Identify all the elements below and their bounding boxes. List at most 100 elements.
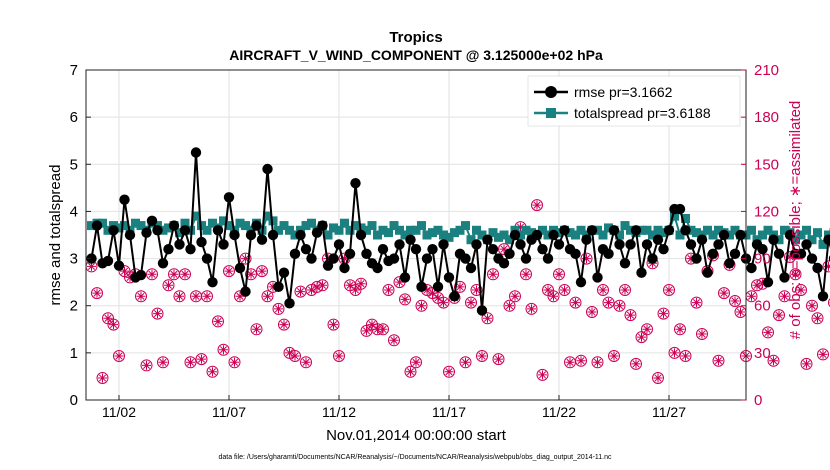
totalspread-point — [400, 230, 410, 240]
rmse-point — [663, 225, 675, 236]
totalspread-point — [763, 225, 773, 235]
obs-possible-marker — [778, 290, 791, 303]
rmse-point — [581, 234, 592, 245]
rmse-point — [256, 234, 268, 245]
totalspread-point — [114, 223, 124, 233]
rmse-point — [817, 291, 829, 302]
rmse-point — [713, 239, 724, 250]
obs-assimilated-marker — [538, 370, 547, 380]
totalspread-point — [378, 225, 388, 235]
rmse-point — [240, 286, 251, 297]
totalspread-point — [796, 230, 806, 240]
rmse-point — [174, 239, 185, 250]
totalspread-point — [670, 211, 679, 221]
obs-possible-marker — [652, 372, 664, 384]
obs-possible-marker — [828, 298, 830, 308]
rmse-point — [460, 253, 471, 264]
obs-possible-marker — [272, 302, 285, 315]
obs-assimilated-marker — [752, 280, 762, 290]
x-tick-label: 11/12 — [322, 404, 356, 420]
obs-assimilated-marker — [587, 307, 597, 317]
totalspread-point — [87, 221, 96, 231]
totalspread-point — [807, 235, 817, 245]
obs-assimilated-marker — [609, 351, 619, 361]
obs-assimilated-marker — [296, 287, 305, 297]
obs-possible-marker — [195, 353, 208, 366]
rmse-point — [289, 248, 301, 260]
obs-assimilated-marker — [136, 291, 146, 301]
chart-subtitle: AIRCRAFT_V_WIND_COMPONENT @ 3.125000e+02… — [229, 47, 603, 63]
totalspread-point — [543, 230, 553, 240]
obs-assimilated-marker — [824, 261, 830, 271]
obs-possible-marker — [146, 268, 158, 281]
rmse-point — [801, 239, 812, 250]
totalspread-point — [780, 225, 789, 235]
obs-assimilated-marker — [87, 261, 96, 271]
rmse-point — [438, 239, 449, 250]
totalspread-point — [433, 225, 443, 235]
y-left-tick-label: 5 — [70, 156, 78, 173]
obs-possible-marker — [333, 350, 345, 362]
totalspread-point — [604, 223, 613, 233]
obs-assimilated-marker — [186, 357, 195, 367]
rmse-point — [498, 258, 510, 269]
totalspread-point — [241, 221, 250, 231]
obs-assimilated-marker — [532, 200, 542, 210]
totalspread-point — [747, 225, 756, 235]
obs-assimilated-marker — [730, 296, 740, 306]
totalspread-point — [637, 225, 646, 235]
totalspread-point — [345, 225, 355, 235]
totalspread-point — [521, 225, 531, 235]
totalspread-point — [653, 225, 663, 235]
obs-assimilated-marker — [103, 313, 113, 323]
obs-assimilated-marker — [285, 348, 294, 358]
totalspread-point — [571, 230, 580, 240]
obs-assimilated-marker — [257, 266, 267, 276]
y-left-tick-label: 0 — [70, 392, 78, 409]
obs-possible-marker — [327, 318, 340, 331]
rmse-point — [339, 262, 350, 274]
obs-assimilated-marker — [675, 324, 685, 334]
obs-possible-marker — [718, 287, 730, 300]
rmse-point — [113, 260, 125, 271]
totalspread-point — [439, 230, 448, 240]
rmse-point — [399, 272, 411, 283]
obs-assimilated-marker — [510, 291, 520, 301]
totalspread-point — [708, 230, 718, 240]
totalspread-point — [422, 230, 432, 240]
rmse-point — [471, 239, 482, 250]
rmse-layer — [86, 147, 830, 316]
plot-frame — [85, 69, 747, 401]
obs-assimilated-marker — [384, 285, 393, 295]
totalspread-point — [197, 221, 206, 231]
x-tick-label: 11/02 — [102, 404, 136, 420]
obs-assimilated-marker — [785, 252, 795, 262]
legend-spread-label: totalspread pr=3.6188 — [574, 105, 711, 121]
obs-possible-marker — [465, 296, 477, 309]
totalspread-point — [444, 232, 454, 242]
obs-possible-marker — [179, 268, 191, 281]
totalspread-point — [268, 216, 278, 226]
rmse-point — [614, 239, 625, 250]
rmse-point — [449, 291, 460, 302]
totalspread-point — [103, 225, 113, 235]
obs-assimilated-marker — [389, 335, 399, 345]
rmse-point — [537, 243, 548, 255]
obs-assimilated-marker — [334, 351, 344, 361]
totalspread-point — [499, 230, 509, 240]
obs-assimilated-marker — [653, 373, 663, 383]
obs-assimilated-marker — [543, 285, 553, 295]
totalspread-point — [466, 235, 476, 245]
rmse-point — [185, 243, 196, 255]
obs-possible-marker — [602, 296, 615, 309]
obs-assimilated-marker — [175, 291, 184, 301]
obs-possible-marker — [223, 265, 235, 278]
y-right-tick-label: 60 — [754, 298, 771, 315]
totalspread-point — [301, 221, 311, 231]
rmse-point — [476, 305, 488, 316]
rmse-point — [504, 248, 515, 260]
obs-possible-marker — [795, 284, 807, 296]
obs-possible-marker — [668, 346, 681, 359]
obs-assimilated-marker — [692, 298, 701, 308]
rmse-point — [146, 215, 158, 227]
